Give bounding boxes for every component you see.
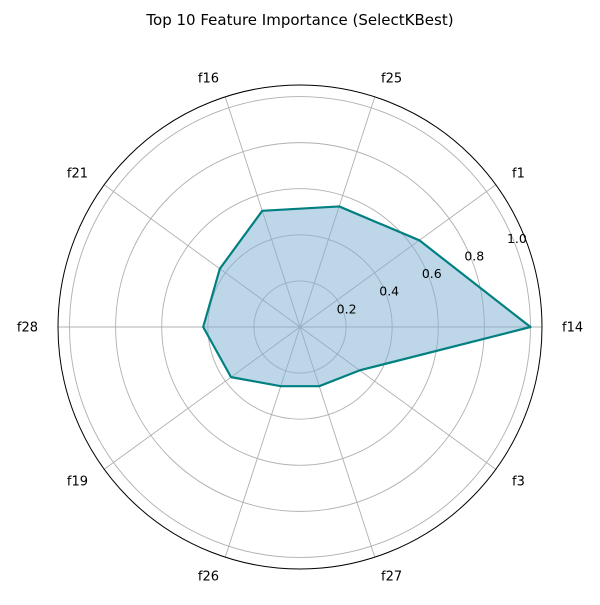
category-label-f19: f19	[67, 475, 88, 490]
category-label-f3: f3	[512, 475, 525, 490]
category-label-f1: f1	[512, 167, 525, 182]
category-label-f28: f28	[17, 321, 38, 336]
category-label-f14: f14	[562, 321, 583, 336]
radial-tick-label-1.0: 1.0	[507, 231, 527, 246]
radial-tick-label-0.6: 0.6	[422, 266, 442, 281]
radial-tick-label-0.2: 0.2	[337, 301, 357, 316]
category-label-f26: f26	[198, 570, 219, 585]
category-label-f27: f27	[381, 570, 402, 585]
chart-title: Top 10 Feature Importance (SelectKBest)	[145, 11, 453, 29]
category-label-f21: f21	[67, 167, 88, 182]
radial-tick-label-0.4: 0.4	[379, 284, 399, 299]
radial-tick-label-0.8: 0.8	[464, 248, 484, 263]
category-label-f16: f16	[198, 71, 219, 86]
category-label-f25: f25	[381, 71, 402, 86]
